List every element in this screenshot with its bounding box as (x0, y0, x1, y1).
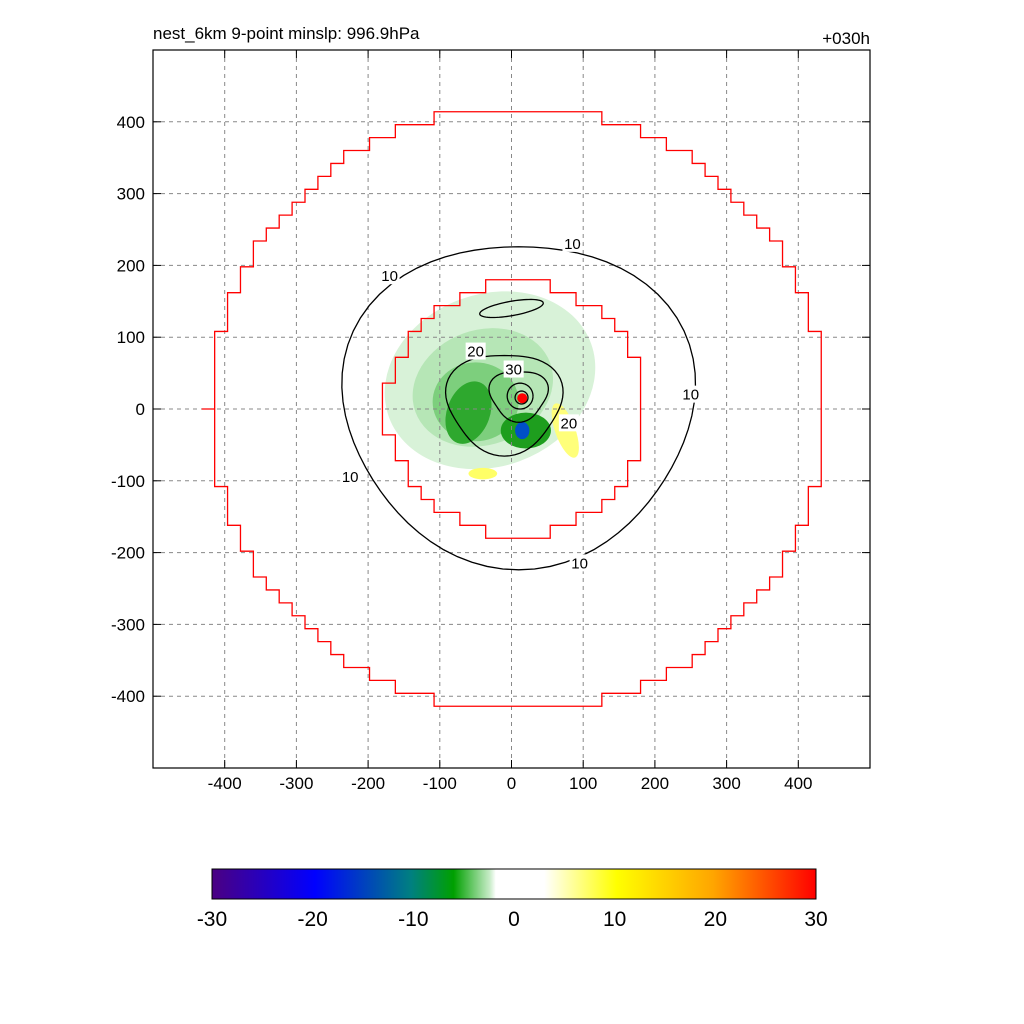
contour-label-bg (562, 234, 583, 252)
contour-inner-a (506, 382, 534, 410)
forecast-hour: +030h (822, 29, 870, 48)
x-tick-label: 400 (784, 774, 812, 793)
contour-label-bg (340, 468, 361, 486)
y-tick-label: -200 (111, 544, 145, 563)
nest-boundary-rings (201, 111, 822, 707)
outer-nest-ring (201, 111, 822, 707)
x-tick-label: -400 (208, 774, 242, 793)
y-tick-label: 200 (117, 256, 145, 275)
shading-layer (384, 291, 596, 480)
x-tick-label: 100 (569, 774, 597, 793)
colorbar-tick-label: -30 (197, 908, 227, 931)
y-tick-label: 100 (117, 328, 145, 347)
x-tick-label: -200 (351, 774, 385, 793)
contour-inner-b (514, 390, 529, 405)
contour-label: 10 (381, 268, 398, 285)
colorbar-tick-label: 0 (508, 908, 520, 931)
colorbar-ticks: -30 -20 -10 0 10 20 30 (197, 908, 828, 931)
contour-10 (341, 246, 697, 571)
y-tick-label: 400 (117, 113, 145, 132)
contour-label: 10 (564, 236, 581, 253)
contour-lines: 10 10 10 10 10 20 20 30 (340, 234, 701, 572)
contour-10-north (479, 298, 544, 319)
inner-nest-ring (381, 279, 642, 539)
shaded-region (445, 381, 492, 444)
x-tick-label: 200 (641, 774, 669, 793)
contour-label: 10 (571, 555, 588, 572)
y-tick-label: 300 (117, 185, 145, 204)
contour-label: 30 (505, 362, 522, 379)
colorbar-tick-label: 10 (603, 908, 626, 931)
contour-label: 20 (561, 415, 578, 432)
colorbar-tick-label: 20 (704, 908, 727, 931)
x-tick-label: -300 (279, 774, 313, 793)
axis-ticks: -400 -300 -200 -100 0 100 200 300 400-400-300-20… (111, 50, 870, 793)
shaded-region (517, 393, 528, 404)
contour-label-bg (569, 554, 590, 572)
colorbar: -30 -20 -10 0 10 20 30 (197, 868, 828, 931)
x-tick-label: 300 (712, 774, 740, 793)
y-tick-label: -400 (111, 687, 145, 706)
contour-label: 20 (467, 344, 484, 361)
shaded-region (515, 421, 530, 440)
chart-title: nest_6km 9-point minslp: 996.9hPa (153, 24, 420, 43)
x-tick-label: -100 (423, 774, 457, 793)
contour-label: 10 (682, 387, 699, 404)
colorbar-tick-label: -10 (398, 908, 428, 931)
contour-label-bg (379, 267, 400, 285)
y-tick-label: -100 (111, 472, 145, 491)
colorbar-bar (211, 868, 817, 900)
contour-20 (444, 354, 564, 457)
contour-label: 10 (342, 469, 359, 486)
contour-label-bg (680, 385, 701, 403)
contour-30 (488, 371, 549, 423)
contour-label-bg (558, 414, 579, 432)
colorbar-tick-label: -20 (297, 908, 327, 931)
contour-label-bg (503, 360, 524, 378)
shaded-region (468, 467, 498, 480)
y-tick-label: 0 (136, 400, 145, 419)
y-tick-label: -300 (111, 615, 145, 634)
colorbar-tick-label: 30 (804, 908, 827, 931)
x-tick-label: 0 (507, 774, 516, 793)
plot-area: 10 10 10 10 10 20 20 30 (153, 50, 870, 768)
contour-label-bg (465, 342, 486, 360)
